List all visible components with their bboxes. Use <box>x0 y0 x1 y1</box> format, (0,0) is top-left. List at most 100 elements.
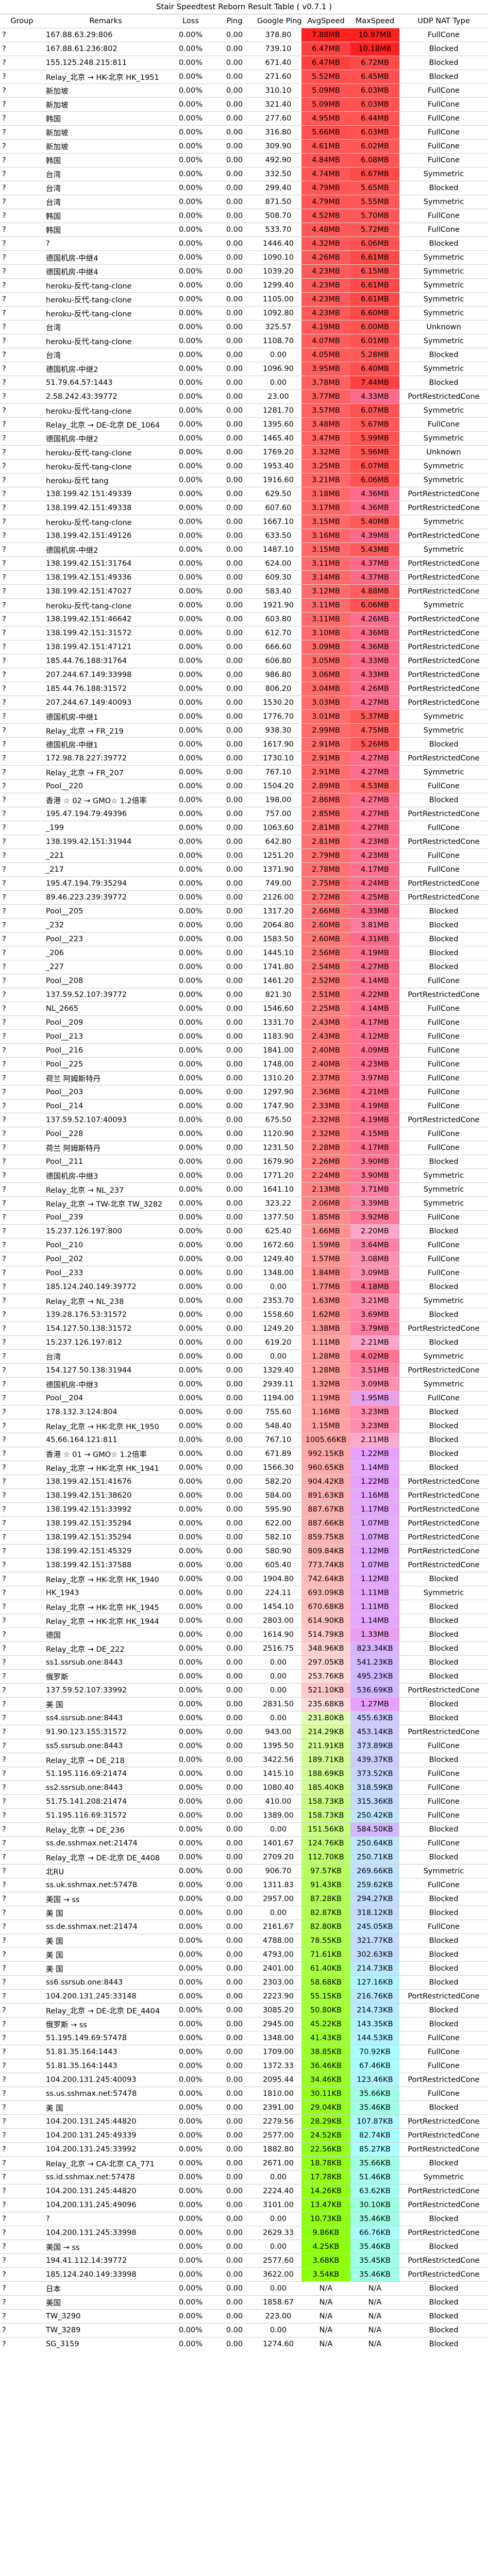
remarks-cell: 韩国 <box>46 226 61 235</box>
google-ping-cell: 2945.00 <box>263 2020 294 2028</box>
group-cell: ? <box>2 128 6 137</box>
udp-nat-type-cell: Blocked <box>429 1672 459 1681</box>
remarks-cell: Relay_北京 → DE_218 <box>46 1756 125 1765</box>
loss-cell: 0.00% <box>178 1005 203 1013</box>
ping-cell: 0.00 <box>226 226 243 234</box>
max-speed-cell: 269.66KB <box>350 1864 399 1878</box>
udp-nat-type-cell: Blocked <box>429 1464 459 1472</box>
udp-nat-type-cell: FullCone <box>428 114 460 123</box>
remarks-cell: 138.199.42.151:41676 <box>46 1478 132 1486</box>
google-ping-cell: 605.40 <box>265 1561 292 1569</box>
group-cell: ? <box>2 253 6 262</box>
remarks-cell: ss.id.sshmax.net:57478 <box>46 2173 135 2181</box>
udp-nat-type-cell: Symmetric <box>423 1199 464 1208</box>
table-row: ? 美 国 0.00% 0.00 0.00 82.87KB 318.12KB Blocked <box>0 1906 488 1920</box>
udp-nat-type-cell: Symmetric <box>423 1297 464 1305</box>
group-cell: ? <box>2 2243 6 2251</box>
google-ping-cell: 1617.90 <box>263 740 294 749</box>
google-ping-cell: 633.50 <box>265 532 292 540</box>
max-speed-cell: 4.75MB <box>350 723 399 738</box>
remarks-cell: 91.90.123.155:31572 <box>46 1728 127 1736</box>
table-row: ? 138.199.42.151:47121 0.00% 0.00 666.60 3.09… <box>0 640 488 654</box>
udp-nat-type-cell: Symmetric <box>423 406 464 415</box>
ping-cell: 0.00 <box>226 2229 243 2237</box>
max-speed-cell: 2.21MB <box>350 1335 399 1350</box>
udp-nat-type-cell: Unknown <box>426 448 461 456</box>
udp-nat-type-cell: PortRestrictedCone <box>408 2145 480 2154</box>
remarks-cell: 104.200.131.245:44820 <box>46 2117 137 2126</box>
table-row: ? 138.199.42.151:31944 0.00% 0.00 642.80 2.81… <box>0 835 488 849</box>
group-cell: ? <box>2 1144 6 1152</box>
group-cell: ? <box>2 2090 6 2098</box>
avg-speed-cell: 2.06MB <box>301 1196 350 1211</box>
ping-cell: 0.00 <box>226 1784 243 1792</box>
remarks-cell: 137.59.52.107:40093 <box>46 1116 127 1124</box>
max-speed-cell: 63.62KB <box>350 2184 399 2198</box>
table-row: ? 15.237.126.197:812 0.00% 0.00 619.20 1.11MB… <box>0 1335 488 1350</box>
table-row: ? ss.de.sshmax.net:21474 0.00% 0.00 1401.67 1… <box>0 1836 488 1851</box>
max-speed-cell: 6.15MB <box>350 264 399 279</box>
ping-cell: 0.00 <box>226 713 243 721</box>
column-header-avg-speed: AvgSpeed <box>301 14 350 28</box>
table-row: ? heroku-反代-tang-clone 0.00% 0.00 1299.40 4.2… <box>0 278 488 293</box>
ping-cell: 0.00 <box>226 1923 243 1931</box>
table-row: ? _199 0.00% 0.00 1063.60 2.81MB 4.27MB FullCon… <box>0 821 488 835</box>
loss-cell: 0.00% <box>178 852 203 860</box>
loss-cell: 0.00% <box>178 351 203 359</box>
max-speed-cell: 35.46KB <box>350 2212 399 2226</box>
udp-nat-type-cell: PortRestrictedCone <box>408 2117 480 2126</box>
group-cell: ? <box>2 1005 6 1013</box>
table-row: ? 新加坡 0.00% 0.00 310.10 5.09MB 6.03MB FullCone <box>0 83 488 98</box>
group-cell: ? <box>2 31 6 39</box>
google-ping-cell: 1096.90 <box>263 365 294 373</box>
table-row: ? TW_3290 0.00% 0.00 223.00 N/A N/A Blocked <box>0 2309 488 2324</box>
ping-cell: 0.00 <box>226 2006 243 2014</box>
udp-nat-type-cell: FullCone <box>428 1798 460 1806</box>
google-ping-cell: 806.20 <box>265 685 292 693</box>
loss-cell: 0.00% <box>178 1575 203 1583</box>
remarks-cell: Pool__210 <box>46 1241 83 1249</box>
google-ping-cell: 1566.30 <box>263 1464 294 1472</box>
udp-nat-type-cell: Symmetric <box>423 1867 464 1875</box>
max-speed-cell: 35.66KB <box>350 2156 399 2171</box>
udp-nat-type-cell: Blocked <box>429 1617 459 1625</box>
udp-nat-type-cell: PortRestrictedCone <box>408 1533 480 1541</box>
loss-cell: 0.00% <box>178 1547 203 1555</box>
max-speed-cell: 5.96MB <box>350 445 399 460</box>
loss-cell: 0.00% <box>178 2229 203 2237</box>
avg-speed-cell: 297.05KB <box>301 1655 350 1670</box>
avg-speed-cell: 1.77MB <box>301 1280 350 1294</box>
group-cell: ? <box>2 365 6 373</box>
ping-cell: 0.00 <box>226 2090 243 2098</box>
table-row: ? Relay_北京 → HK-北京 HK_1944 0.00% 0.00 2803.0… <box>0 1614 488 1628</box>
ping-cell: 0.00 <box>226 1032 243 1041</box>
table-row: ? 155.125.248.215:811 0.00% 0.00 671.40 6.47M… <box>0 56 488 70</box>
loss-cell: 0.00% <box>178 2048 203 2056</box>
max-speed-cell: 3.23MB <box>350 1419 399 1433</box>
table-row: ? heroku-反代-tang-clone 0.00% 0.00 1281.70 3.5… <box>0 403 488 418</box>
max-speed-cell: 6.61MB <box>350 250 399 265</box>
group-cell: ? <box>2 2229 6 2237</box>
loss-cell: 0.00% <box>178 643 203 651</box>
udp-nat-type-cell: Blocked <box>429 2006 459 2014</box>
google-ping-cell: 1904.80 <box>263 1575 294 1583</box>
remarks-cell: 德国机房-中继2 <box>46 546 98 555</box>
loss-cell: 0.00% <box>178 740 203 749</box>
loss-cell: 0.00% <box>178 1533 203 1541</box>
column-header-udp-nat-type: UDP NAT Type <box>399 14 488 28</box>
remarks-cell: 德国机房-中继1 <box>46 713 98 722</box>
table-header-row: Group Remarks Loss Ping Google Ping AvgS… <box>0 14 488 28</box>
group-cell: ? <box>2 1436 6 1444</box>
table-row: ? 138.199.42.151:47027 0.00% 0.00 583.40 3.12… <box>0 584 488 599</box>
avg-speed-cell: 4.61MB <box>301 139 350 154</box>
max-speed-cell: 250.64KB <box>350 1836 399 1851</box>
ping-cell: 0.00 <box>226 935 243 943</box>
avg-speed-cell: 960.65KB <box>301 1461 350 1475</box>
group-cell: ? <box>2 170 6 178</box>
table-row: ? 178.132.3.124:804 0.00% 0.00 755.60 1.16MB 3… <box>0 1405 488 1419</box>
table-row: ? ss.id.sshmax.net:57478 0.00% 0.00 0.00 17.7… <box>0 2170 488 2184</box>
avg-speed-cell: N/A <box>301 2295 350 2310</box>
group-cell: ? <box>2 1352 6 1361</box>
remarks-cell: 台湾 <box>46 198 61 207</box>
udp-nat-type-cell: PortRestrictedCone <box>408 560 480 568</box>
